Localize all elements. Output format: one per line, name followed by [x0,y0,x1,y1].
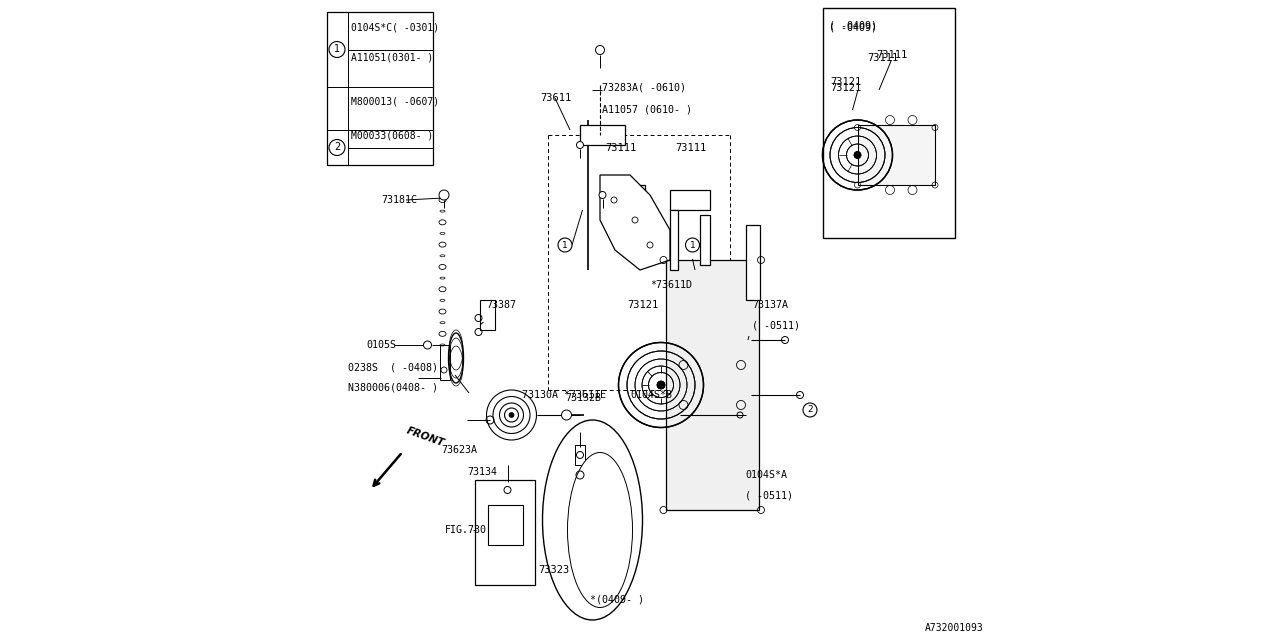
Circle shape [686,238,699,252]
Text: 0104S*C( -0301): 0104S*C( -0301) [351,23,439,33]
Bar [488,505,522,545]
Text: 1: 1 [562,241,568,250]
Text: 73132B: 73132B [564,393,602,403]
Bar [580,125,625,145]
Circle shape [329,42,346,58]
Text: ( -0409): ( -0409) [829,23,877,33]
Text: 73611: 73611 [540,93,571,103]
Text: ( -0511): ( -0511) [745,490,794,500]
Bar [669,190,710,210]
Text: 73121: 73121 [829,77,861,87]
Text: 73181C: 73181C [381,195,417,205]
Text: *73611D: *73611D [650,280,692,290]
Bar [666,260,759,510]
Circle shape [439,190,449,200]
Text: M800013( -0607): M800013( -0607) [351,97,439,107]
Ellipse shape [567,452,632,607]
Polygon shape [600,175,669,270]
Text: 73111: 73111 [876,50,908,60]
Text: M00033(0608- ): M00033(0608- ) [351,130,433,140]
Bar [858,125,934,185]
Text: 73111: 73111 [675,143,707,153]
Bar [475,480,535,585]
Text: 73623A: 73623A [442,445,477,455]
Bar [746,225,760,300]
Bar [480,300,495,330]
Circle shape [329,140,346,156]
Bar [823,8,955,238]
Text: 0104S*B: 0104S*B [630,390,672,400]
Bar [440,345,451,380]
Bar [700,215,710,265]
Text: 73121: 73121 [627,300,659,310]
Text: ( -0511): ( -0511) [753,320,800,330]
Text: ( -0409): ( -0409) [829,20,877,30]
Text: 1: 1 [690,241,695,250]
Text: N380006(0408- ): N380006(0408- ) [347,383,438,393]
Circle shape [558,238,572,252]
Circle shape [504,486,511,493]
Circle shape [509,413,515,417]
Circle shape [854,152,861,159]
Text: FIG.730: FIG.730 [445,525,486,535]
Text: 73137A: 73137A [753,300,788,310]
Text: 73283A( -0610): 73283A( -0610) [602,83,686,93]
Text: 1: 1 [334,45,340,54]
Circle shape [854,152,861,159]
Circle shape [424,341,431,349]
Circle shape [657,381,666,389]
Circle shape [657,381,666,389]
Circle shape [576,451,584,458]
Text: 0104S*A: 0104S*A [745,470,787,480]
Text: 73111: 73111 [868,53,899,63]
Circle shape [576,141,584,148]
Text: 73130A *73611E: 73130A *73611E [522,390,607,400]
Text: 73134: 73134 [467,467,498,477]
Circle shape [562,410,571,420]
Circle shape [599,191,605,198]
Text: 0238S  ( -0408): 0238S ( -0408) [347,363,438,373]
Text: 73121: 73121 [829,83,861,93]
Text: 2: 2 [334,143,340,152]
Text: A732001093: A732001093 [925,623,984,633]
Text: A11057 (0610- ): A11057 (0610- ) [602,105,691,115]
Text: FRONT: FRONT [404,425,445,448]
Bar [575,445,585,465]
Text: 73323: 73323 [538,565,570,575]
Ellipse shape [543,420,643,620]
Text: 73387: 73387 [486,300,517,310]
Bar [326,12,433,165]
Bar [669,210,677,270]
Bar [605,185,645,200]
Text: *(0409- ): *(0409- ) [590,595,644,605]
Text: 73111: 73111 [605,143,636,153]
Text: 2: 2 [808,406,813,415]
Text: A11051(0301- ): A11051(0301- ) [351,53,433,63]
Circle shape [803,403,817,417]
Text: 0105S: 0105S [366,340,396,350]
Circle shape [595,45,604,54]
